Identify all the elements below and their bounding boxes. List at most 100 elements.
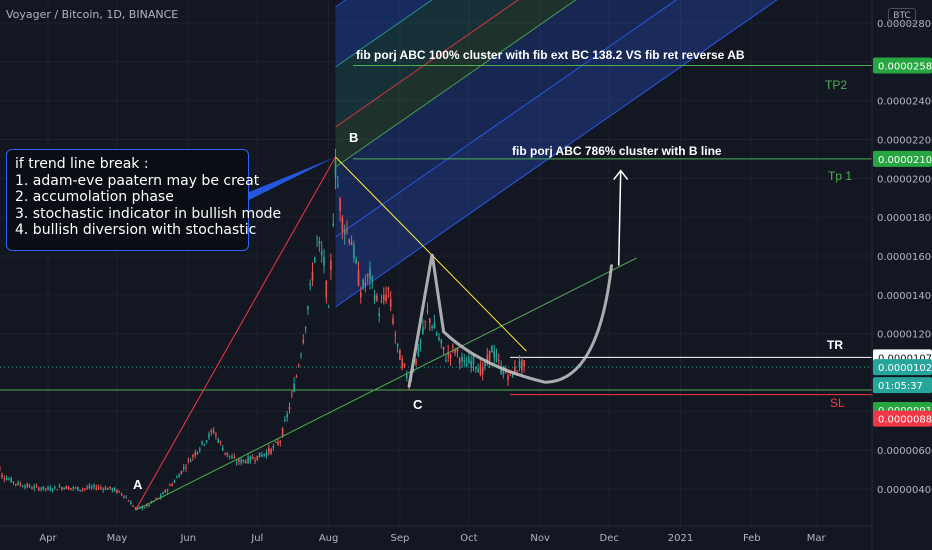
x-tick-label: Sep (390, 533, 409, 544)
candle-up (362, 280, 364, 289)
candle-up (159, 494, 162, 498)
candle-up (63, 487, 65, 490)
candle-down (281, 428, 284, 437)
candle-up (463, 360, 466, 362)
candle-down (15, 483, 17, 485)
candle-down (1, 474, 3, 478)
candle-down (383, 294, 385, 301)
candle-up (162, 492, 164, 495)
pitchfork-line[interactable] (335, 0, 796, 238)
green-support-trendline[interactable] (135, 257, 638, 511)
chart-labels: fib porj ABC 100% cluster with fib ext B… (133, 48, 852, 492)
candle-down (194, 452, 196, 456)
x-tick-label: Mar (807, 533, 827, 544)
candle-up (373, 295, 376, 301)
candle-up (293, 383, 295, 392)
candle-up (10, 478, 12, 483)
pitchfork-line[interactable] (335, 0, 796, 68)
point-b-label: B (349, 130, 358, 145)
tp2-label: TP2 (825, 78, 847, 92)
price-tag-label: 01:05:37 (878, 381, 923, 392)
candle-up (166, 489, 169, 492)
candle-down (297, 365, 300, 367)
candle-up (143, 507, 146, 509)
horizontal-levels[interactable] (0, 65, 872, 396)
candle-up (182, 467, 185, 469)
candle-up (201, 441, 203, 445)
candle-up (178, 474, 180, 478)
candle-up (353, 244, 355, 259)
candle-up (445, 360, 447, 362)
candle-down (447, 352, 449, 356)
candle-down (277, 441, 279, 445)
candle-down (498, 360, 500, 362)
candle-down (0, 467, 1, 471)
candle-down (339, 198, 341, 211)
candle-down (254, 459, 256, 461)
candle-up (148, 504, 150, 506)
pitchfork-line[interactable] (335, 0, 796, 128)
candle-down (403, 363, 406, 366)
candle-down (481, 366, 484, 375)
candle-down (325, 281, 328, 298)
candle-down (488, 350, 491, 361)
callout-line: if trend line break : (15, 156, 149, 172)
candle-down (95, 487, 98, 490)
candle-down (357, 270, 360, 286)
candle-up (228, 455, 231, 457)
pitchfork-line[interactable] (335, 0, 796, 168)
candle-up (5, 478, 8, 481)
candle-down (212, 431, 215, 433)
time-axis[interactable]: Apr May Jun Jul Aug Sep Oct Nov Dec 2021 Feb Mar (39, 533, 826, 544)
fib-pitchfork[interactable] (335, 0, 796, 308)
candle-down (401, 358, 403, 369)
candle-down (291, 393, 293, 395)
candle-up (433, 323, 436, 329)
adam-eve-projection-curve[interactable] (407, 253, 613, 388)
candle-up (263, 453, 265, 456)
candle-up (495, 354, 498, 361)
y-tick-label: 0.00002400 (877, 97, 932, 108)
price-tag-label: 0.00002581 (878, 62, 932, 73)
candle-down (346, 229, 348, 231)
candle-down (330, 260, 332, 270)
candle-up (396, 343, 399, 347)
candle-down (364, 283, 367, 285)
candle-up (79, 489, 81, 491)
candle-down (100, 487, 102, 489)
candle-up (265, 452, 268, 456)
candle-down (523, 360, 525, 367)
candle-down (366, 274, 369, 276)
candle-up (440, 339, 443, 344)
candle-down (169, 484, 171, 486)
candle-up (323, 256, 325, 266)
currency-badge[interactable]: BTC (888, 8, 916, 24)
candle-up (438, 337, 440, 340)
candle-up (107, 488, 109, 490)
candle-down (97, 486, 100, 488)
y-tick-label: 0.00002800 (877, 19, 932, 30)
point-c-label: C (413, 397, 423, 412)
candle-up (203, 444, 206, 446)
red-ab-trendline[interactable] (134, 156, 336, 511)
pitchfork-line[interactable] (335, 0, 796, 308)
symbol-title: Voyager / Bitcoin, 1D, BINANCE (6, 8, 179, 21)
candle-up (406, 374, 408, 379)
candle-up (422, 326, 424, 334)
price-tag-background (873, 377, 932, 394)
candle-up (309, 283, 311, 286)
candle-up (461, 356, 463, 362)
candle-up (111, 488, 114, 491)
projection-path[interactable] (407, 169, 629, 388)
candle-down (118, 490, 121, 493)
candle-down (210, 430, 213, 433)
candle-up (518, 361, 521, 368)
candle-down (279, 441, 282, 443)
candle-down (380, 301, 383, 303)
candle-down (38, 487, 40, 491)
candle-up (141, 506, 144, 509)
candle-up (240, 459, 242, 464)
